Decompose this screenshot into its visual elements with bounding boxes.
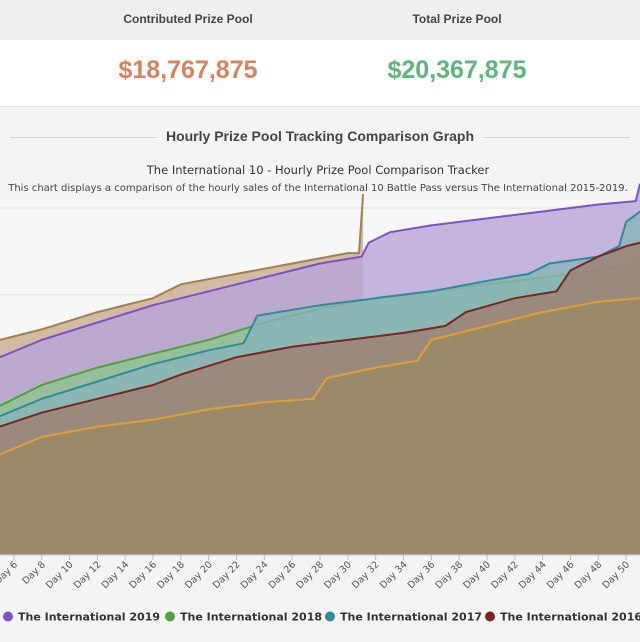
title-rule-right [480,137,630,138]
stats-header: Contributed Prize Pool Total Prize Pool [0,0,640,41]
x-tick-label: Day 20 [183,559,215,591]
total-prize-pool-label: Total Prize Pool [412,12,502,26]
prize-pool-comparison-chart: The International 10 - Hourly Prize Pool… [0,163,640,624]
legend-label[interactable]: The International 2018 [180,611,322,624]
legend-label[interactable]: The International 2019 [18,611,160,624]
x-tick-label: Day 38 [434,559,466,591]
chart-title: The International 10 - Hourly Prize Pool… [146,163,490,177]
series-line-4 [0,241,640,428]
legend-label[interactable]: The International 2016 [500,611,640,624]
legend-marker[interactable] [485,611,495,622]
legend-label[interactable]: The International 2017 [340,611,482,624]
legend-marker[interactable] [165,611,175,622]
x-tick-label: Day 46 [545,559,577,591]
series-line-0 [0,194,365,341]
contributed-prize-pool-value: $18,767,875 [118,56,258,84]
chart-subtitle: This chart displays a comparison of the … [7,183,628,194]
x-tick-label: Day 16 [127,559,159,591]
x-tick-label: Day 36 [406,559,438,591]
x-tick-label: Day 14 [100,559,132,591]
x-tick-label: Day 40 [461,559,493,591]
series-area-5 [0,298,640,555]
contributed-prize-pool-label: Contributed Prize Pool [123,12,253,26]
stats-values: $18,767,875 $20,367,875 [0,40,640,107]
x-tick-label: Day 24 [239,559,271,591]
chart-legend: The International 2019 The International … [3,611,640,624]
section-title: Hourly Prize Pool Tracking Comparison Gr… [0,128,640,146]
legend-marker[interactable] [3,611,13,622]
series-line-5 [0,297,640,456]
series-areas [0,183,640,555]
x-tick-label: Day 12 [72,559,104,591]
x-tick-label: Day 42 [489,559,521,591]
x-tick-label: Day 30 [322,559,354,591]
section-title-text: Hourly Prize Pool Tracking Comparison Gr… [155,128,485,144]
title-rule-left [10,137,160,138]
x-tick-label: Day 10 [44,559,76,591]
x-tick-label: Day 44 [517,559,549,591]
x-tick-label: Day 50 [600,559,632,591]
x-tick-label: Day 34 [378,559,410,591]
x-tick-label: Day 22 [211,559,243,591]
x-tick-label: Day 48 [573,559,605,591]
x-tick-label: Day 18 [155,559,187,591]
legend-marker[interactable] [325,611,335,622]
total-prize-pool-value: $20,367,875 [387,56,527,84]
x-tick-label: Day 6 [0,559,20,586]
series-line-1 [0,183,640,359]
x-tick-label: Day 32 [350,559,382,591]
x-tick-label: Day 26 [267,559,299,591]
x-tick-label: Day 28 [294,559,326,591]
